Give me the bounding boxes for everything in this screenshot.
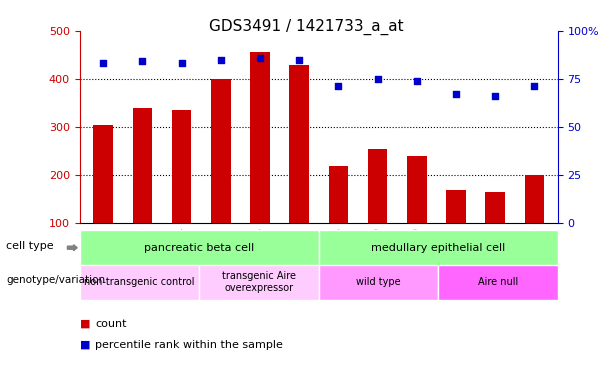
Text: count: count xyxy=(95,319,126,329)
Bar xyxy=(93,125,113,271)
Point xyxy=(294,56,304,63)
Bar xyxy=(132,109,152,271)
Text: pancreatic beta cell: pancreatic beta cell xyxy=(144,243,254,253)
Bar xyxy=(289,65,309,271)
Text: cell type: cell type xyxy=(6,241,54,251)
Bar xyxy=(525,175,544,271)
FancyBboxPatch shape xyxy=(80,230,319,265)
Point xyxy=(530,83,539,89)
Point xyxy=(373,76,383,82)
Text: medullary epithelial cell: medullary epithelial cell xyxy=(371,243,506,253)
Bar xyxy=(407,157,427,271)
Point xyxy=(412,78,422,84)
Point xyxy=(137,58,147,65)
Point xyxy=(490,93,500,99)
Text: percentile rank within the sample: percentile rank within the sample xyxy=(95,340,283,350)
Text: Aire null: Aire null xyxy=(478,277,518,287)
Bar xyxy=(446,190,466,271)
Text: wild type: wild type xyxy=(356,277,401,287)
Text: non-transgenic control: non-transgenic control xyxy=(84,277,195,287)
FancyBboxPatch shape xyxy=(199,265,319,300)
Point xyxy=(216,56,226,63)
Text: ■: ■ xyxy=(80,319,90,329)
Point xyxy=(177,60,186,66)
Bar xyxy=(368,149,387,271)
Point xyxy=(333,83,343,89)
Text: genotype/variation: genotype/variation xyxy=(6,275,105,285)
FancyBboxPatch shape xyxy=(319,265,438,300)
Text: GDS3491 / 1421733_a_at: GDS3491 / 1421733_a_at xyxy=(209,19,404,35)
Point xyxy=(255,55,265,61)
Point xyxy=(451,91,461,97)
Text: transgenic Aire
overexpressor: transgenic Aire overexpressor xyxy=(222,271,296,293)
Bar xyxy=(485,192,505,271)
Bar xyxy=(250,52,270,271)
Text: ■: ■ xyxy=(80,340,90,350)
Point xyxy=(98,60,108,66)
Bar xyxy=(172,111,191,271)
Bar xyxy=(329,166,348,271)
FancyBboxPatch shape xyxy=(438,265,558,300)
FancyBboxPatch shape xyxy=(319,230,558,265)
FancyBboxPatch shape xyxy=(80,265,199,300)
Bar xyxy=(211,79,230,271)
